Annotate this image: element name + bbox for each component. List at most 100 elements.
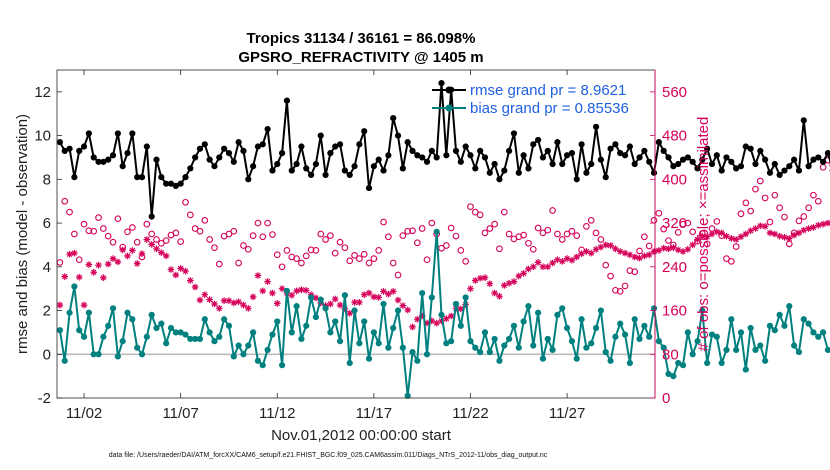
bias-point <box>143 333 150 340</box>
obs-possible-marker <box>109 238 117 246</box>
obs-assimilated-marker <box>346 310 353 317</box>
bias-point <box>221 316 228 323</box>
obs-assimilated-marker <box>167 266 175 273</box>
bias-point <box>646 333 653 340</box>
rmse-point <box>544 147 551 155</box>
bias-point <box>250 329 257 336</box>
obs-assimilated-marker <box>235 298 242 306</box>
obs-assimilated-marker <box>327 300 334 308</box>
obs-assimilated-marker <box>389 288 397 295</box>
rmse-point <box>134 174 141 181</box>
legend-bias-marker <box>445 104 453 112</box>
rmse-point <box>192 154 199 161</box>
rmse-point <box>187 165 194 172</box>
bias-point <box>660 344 667 351</box>
bias-point <box>617 320 624 327</box>
obs-possible-marker <box>713 218 721 225</box>
obs-possible-marker <box>191 225 199 232</box>
rmse-point <box>235 139 242 146</box>
obs-possible-marker <box>225 230 233 238</box>
bias-point <box>795 348 803 356</box>
bias-point <box>375 340 382 347</box>
rmse-point <box>795 167 803 174</box>
rmse-point <box>399 165 406 172</box>
obs-possible-marker <box>660 225 668 233</box>
bias-point <box>240 351 247 358</box>
rmse-point <box>404 139 411 146</box>
rmse-point <box>419 154 426 161</box>
obs-assimilated-marker <box>491 289 498 297</box>
rmse-point <box>810 156 817 163</box>
obs-assimilated-marker <box>544 263 552 271</box>
rmse-point <box>322 171 329 179</box>
obs-possible-marker <box>554 230 561 238</box>
rmse-point <box>742 143 749 150</box>
legend: rmse grand pr = 8.9621 bias grand pr = 0… <box>432 82 629 117</box>
obs-possible-marker <box>471 208 479 216</box>
obs-possible-marker <box>327 232 334 239</box>
obs-possible-marker <box>365 259 373 267</box>
obs-assimilated-marker <box>481 274 489 281</box>
rmse-point <box>486 169 493 176</box>
rmse-point <box>283 97 291 104</box>
bias-point <box>365 355 373 362</box>
bias-point <box>66 309 73 316</box>
bias-point <box>438 311 445 319</box>
obs-assimilated-marker <box>641 252 648 260</box>
obs-possible-marker <box>756 177 764 185</box>
rmse-point <box>815 154 822 161</box>
obs-possible-marker <box>428 219 436 227</box>
rmse-point <box>230 158 237 165</box>
obs-assimilated-marker <box>365 289 373 297</box>
bias-point <box>448 338 455 345</box>
obs-possible-marker <box>457 247 465 254</box>
bias-point <box>621 331 629 338</box>
bias-point <box>747 324 754 332</box>
bias-point <box>409 348 416 356</box>
obs-possible-marker <box>346 257 354 265</box>
obs-assimilated-marker <box>776 232 783 240</box>
bias-point <box>786 303 793 310</box>
obs-assimilated-marker <box>351 299 358 306</box>
rmse-point <box>114 130 121 137</box>
rmse-point <box>85 130 92 137</box>
bias-point <box>733 346 740 353</box>
obs-possible-marker <box>302 252 310 260</box>
obs-assimilated-marker <box>476 275 484 282</box>
rmse-point <box>713 152 720 159</box>
bias-point <box>612 333 619 340</box>
obs-possible-marker <box>307 246 315 254</box>
obs-possible-marker <box>264 219 271 227</box>
obs-assimilated-marker <box>259 287 267 295</box>
y-left-tick-label: 10 <box>34 128 51 145</box>
rmse-point <box>824 149 830 157</box>
obs-possible-marker <box>66 208 73 216</box>
bias-point <box>602 348 609 356</box>
bias-point <box>824 346 830 353</box>
y-left-tick-label: 6 <box>43 215 51 232</box>
bias-point <box>583 344 590 351</box>
obs-possible-marker <box>496 245 503 253</box>
rmse-point <box>617 149 624 157</box>
obs-possible-marker <box>317 230 325 238</box>
obs-possible-marker <box>394 271 402 279</box>
obs-assimilated-marker <box>61 273 68 280</box>
obs-possible-marker <box>409 227 416 235</box>
rmse-point <box>612 141 619 148</box>
rmse-point <box>781 167 788 174</box>
obs-possible-marker <box>674 229 682 236</box>
rmse-point <box>626 143 633 150</box>
bias-point <box>728 316 735 323</box>
rmse-point <box>278 149 286 157</box>
obs-assimilated-marker <box>612 245 619 253</box>
obs-possible-marker <box>689 228 697 236</box>
obs-assimilated-marker <box>510 278 518 285</box>
obs-assimilated-marker <box>670 244 677 251</box>
obs-assimilated-marker <box>104 260 112 268</box>
rmse-point <box>245 176 252 183</box>
obs-possible-marker <box>641 233 648 241</box>
y-right-tick-label: 320 <box>662 215 687 232</box>
obs-assimilated-marker <box>728 235 735 242</box>
obs-possible-marker <box>61 197 69 205</box>
rmse-point <box>274 160 281 168</box>
